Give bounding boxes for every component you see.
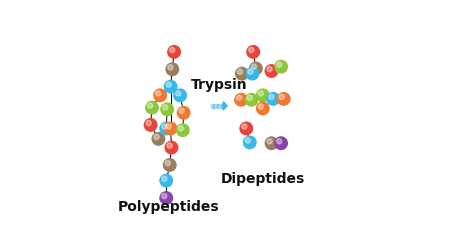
Circle shape bbox=[153, 88, 167, 102]
Circle shape bbox=[164, 80, 178, 94]
Circle shape bbox=[234, 93, 248, 107]
Circle shape bbox=[173, 88, 187, 102]
Circle shape bbox=[274, 136, 288, 150]
Circle shape bbox=[236, 95, 242, 101]
Circle shape bbox=[145, 101, 159, 114]
Circle shape bbox=[162, 176, 167, 181]
Circle shape bbox=[235, 67, 249, 81]
Circle shape bbox=[164, 122, 178, 135]
Circle shape bbox=[165, 160, 171, 166]
Circle shape bbox=[258, 91, 264, 96]
Circle shape bbox=[166, 82, 171, 87]
Circle shape bbox=[258, 104, 264, 109]
Circle shape bbox=[148, 103, 153, 108]
Bar bbox=[217, 104, 218, 108]
Circle shape bbox=[168, 65, 173, 70]
Circle shape bbox=[267, 66, 272, 72]
Circle shape bbox=[165, 141, 179, 154]
Circle shape bbox=[269, 94, 274, 100]
Circle shape bbox=[159, 191, 173, 205]
Circle shape bbox=[159, 122, 173, 135]
Circle shape bbox=[249, 47, 254, 53]
Circle shape bbox=[178, 126, 184, 131]
Circle shape bbox=[162, 124, 167, 129]
Circle shape bbox=[144, 118, 158, 132]
Circle shape bbox=[166, 62, 179, 76]
Circle shape bbox=[162, 105, 168, 110]
Circle shape bbox=[179, 108, 184, 113]
Bar bbox=[215, 104, 216, 108]
Circle shape bbox=[152, 132, 166, 146]
Circle shape bbox=[265, 136, 279, 150]
Bar bbox=[213, 104, 214, 108]
Circle shape bbox=[156, 91, 161, 96]
Bar bbox=[221, 104, 223, 108]
Circle shape bbox=[242, 124, 247, 129]
Circle shape bbox=[279, 94, 284, 100]
Polygon shape bbox=[223, 102, 227, 110]
Circle shape bbox=[251, 64, 256, 69]
Circle shape bbox=[277, 92, 291, 106]
Circle shape bbox=[167, 45, 181, 59]
Circle shape bbox=[256, 88, 270, 102]
Circle shape bbox=[159, 174, 173, 188]
Circle shape bbox=[176, 123, 190, 137]
Text: Trypsin: Trypsin bbox=[190, 78, 247, 92]
Circle shape bbox=[166, 124, 171, 129]
Circle shape bbox=[276, 139, 282, 144]
Circle shape bbox=[245, 138, 251, 143]
Circle shape bbox=[162, 193, 167, 199]
Circle shape bbox=[176, 91, 181, 96]
Circle shape bbox=[266, 92, 280, 106]
Circle shape bbox=[244, 93, 258, 107]
Circle shape bbox=[246, 45, 260, 59]
Circle shape bbox=[274, 60, 288, 74]
Bar bbox=[219, 104, 220, 108]
Circle shape bbox=[167, 143, 172, 148]
Circle shape bbox=[177, 106, 191, 120]
Text: Dipeptides: Dipeptides bbox=[220, 172, 305, 186]
Circle shape bbox=[239, 122, 253, 135]
Circle shape bbox=[249, 61, 263, 75]
Circle shape bbox=[163, 158, 177, 172]
Circle shape bbox=[245, 67, 259, 81]
Circle shape bbox=[146, 120, 151, 126]
Text: Polypeptides: Polypeptides bbox=[118, 200, 220, 214]
Circle shape bbox=[247, 95, 252, 101]
Circle shape bbox=[243, 135, 256, 149]
Circle shape bbox=[256, 102, 270, 115]
Circle shape bbox=[170, 47, 175, 53]
Circle shape bbox=[276, 62, 282, 67]
Bar bbox=[211, 104, 212, 108]
Circle shape bbox=[154, 134, 159, 140]
Circle shape bbox=[265, 64, 279, 78]
Circle shape bbox=[160, 102, 174, 116]
Circle shape bbox=[267, 139, 272, 144]
Circle shape bbox=[237, 69, 243, 74]
Circle shape bbox=[248, 69, 253, 74]
